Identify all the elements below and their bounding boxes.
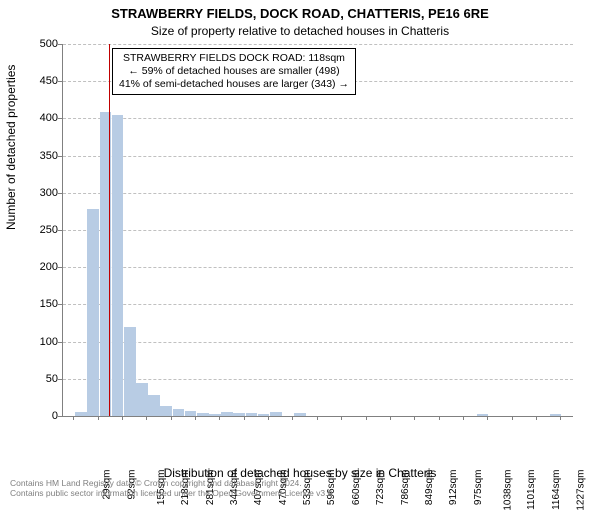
y-tick-mark bbox=[58, 379, 62, 380]
footer-attribution: Contains HM Land Registry data © Crown c… bbox=[10, 479, 335, 498]
y-tick-mark bbox=[58, 304, 62, 305]
y-tick-label: 300 bbox=[28, 187, 58, 199]
x-tick-mark bbox=[195, 416, 196, 420]
y-tick-label: 450 bbox=[28, 75, 58, 87]
x-tick-mark bbox=[146, 416, 147, 420]
histogram-bar bbox=[75, 412, 87, 416]
annotation-box: STRAWBERRY FIELDS DOCK ROAD: 118sqm ← 59… bbox=[112, 48, 356, 95]
x-tick-mark bbox=[366, 416, 367, 420]
histogram-bar bbox=[270, 412, 282, 416]
histogram-bar bbox=[294, 413, 306, 416]
y-tick-label: 100 bbox=[28, 336, 58, 348]
annotation-line1: STRAWBERRY FIELDS DOCK ROAD: 118sqm bbox=[119, 52, 349, 65]
x-tick-mark bbox=[512, 416, 513, 420]
gridline-h bbox=[63, 118, 573, 119]
gridline-h bbox=[63, 230, 573, 231]
x-tick-mark bbox=[560, 416, 561, 420]
x-tick-mark bbox=[219, 416, 220, 420]
gridline-h bbox=[63, 342, 573, 343]
histogram-bar bbox=[197, 413, 209, 416]
y-tick-label: 50 bbox=[28, 373, 58, 385]
marker-line bbox=[109, 44, 110, 416]
gridline-h bbox=[63, 44, 573, 45]
x-tick-mark bbox=[390, 416, 391, 420]
y-axis-label: Number of detached properties bbox=[4, 65, 18, 230]
histogram-bar bbox=[160, 406, 172, 416]
y-tick-mark bbox=[58, 193, 62, 194]
y-tick-label: 400 bbox=[28, 112, 58, 124]
histogram-bar bbox=[136, 383, 148, 416]
x-tick-mark bbox=[536, 416, 537, 420]
y-tick-mark bbox=[58, 230, 62, 231]
x-tick-mark bbox=[487, 416, 488, 420]
gridline-h bbox=[63, 304, 573, 305]
y-tick-mark bbox=[58, 118, 62, 119]
y-tick-mark bbox=[58, 156, 62, 157]
y-tick-mark bbox=[58, 44, 62, 45]
plot-area bbox=[62, 44, 573, 417]
y-tick-label: 250 bbox=[28, 224, 58, 236]
x-tick-mark bbox=[463, 416, 464, 420]
y-tick-mark bbox=[58, 267, 62, 268]
histogram-bar bbox=[148, 395, 160, 416]
annotation-line3: 41% of semi-detached houses are larger (… bbox=[119, 78, 349, 91]
y-tick-mark bbox=[58, 81, 62, 82]
x-tick-mark bbox=[98, 416, 99, 420]
gridline-h bbox=[63, 156, 573, 157]
x-tick-mark bbox=[414, 416, 415, 420]
x-tick-mark bbox=[317, 416, 318, 420]
chart-title-line2: Size of property relative to detached ho… bbox=[0, 24, 600, 38]
y-tick-mark bbox=[58, 342, 62, 343]
histogram-bar bbox=[112, 115, 124, 416]
chart-title-line1: STRAWBERRY FIELDS, DOCK ROAD, CHATTERIS,… bbox=[0, 6, 600, 21]
y-tick-label: 150 bbox=[28, 298, 58, 310]
x-tick-mark bbox=[439, 416, 440, 420]
y-tick-label: 350 bbox=[28, 150, 58, 162]
chart-container: STRAWBERRY FIELDS, DOCK ROAD, CHATTERIS,… bbox=[0, 0, 600, 500]
histogram-bar bbox=[87, 209, 99, 416]
x-tick-mark bbox=[122, 416, 123, 420]
histogram-bar bbox=[246, 413, 258, 416]
x-tick-mark bbox=[268, 416, 269, 420]
x-tick-mark bbox=[244, 416, 245, 420]
histogram-bar bbox=[173, 409, 185, 416]
x-tick-mark bbox=[73, 416, 74, 420]
y-tick-label: 500 bbox=[28, 38, 58, 50]
x-tick-mark bbox=[171, 416, 172, 420]
histogram-bar bbox=[221, 412, 233, 416]
histogram-bar bbox=[124, 327, 136, 416]
y-tick-mark bbox=[58, 416, 62, 417]
annotation-line2: ← 59% of detached houses are smaller (49… bbox=[119, 65, 349, 78]
gridline-h bbox=[63, 193, 573, 194]
y-tick-label: 0 bbox=[28, 410, 58, 422]
gridline-h bbox=[63, 267, 573, 268]
y-tick-label: 200 bbox=[28, 261, 58, 273]
gridline-h bbox=[63, 379, 573, 380]
x-tick-mark bbox=[341, 416, 342, 420]
x-tick-mark bbox=[292, 416, 293, 420]
